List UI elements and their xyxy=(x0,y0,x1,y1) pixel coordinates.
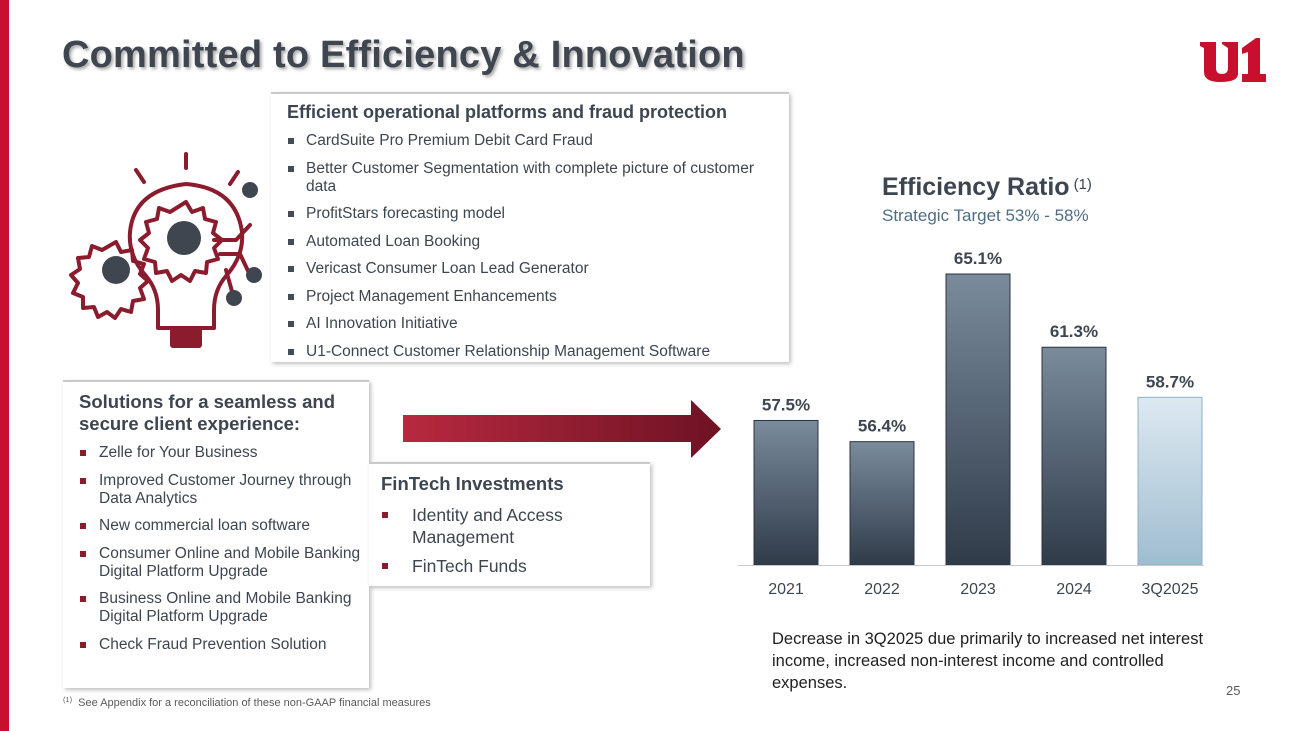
data-label: 65.1% xyxy=(954,249,1002,268)
list-item: Zelle for Your Business xyxy=(80,444,365,462)
chart-title-text: Efficiency Ratio xyxy=(882,173,1070,201)
list-item-text: AI Innovation Initiative xyxy=(306,315,458,332)
list-item: Better Customer Segmentation with comple… xyxy=(288,160,778,196)
bar xyxy=(1137,396,1203,566)
bar xyxy=(753,419,819,566)
bullet-icon xyxy=(288,321,294,327)
bullet-icon xyxy=(382,563,388,569)
list-item-text: Automated Loan Booking xyxy=(306,232,481,250)
data-label: 61.3% xyxy=(1050,322,1098,341)
chart-subtitle: Strategic Target 53% - 58% xyxy=(882,206,1089,225)
bullet-icon xyxy=(288,138,294,144)
list-item: Automated Loan Booking xyxy=(288,233,778,251)
fintech-card: FinTech Investments Identity and Access … xyxy=(369,462,650,586)
footnote-marker: (1) xyxy=(63,695,73,704)
data-label: 56.4% xyxy=(858,417,906,436)
bullet-icon xyxy=(288,348,294,355)
chart-note: Decrease in 3Q2025 due primarily to incr… xyxy=(772,630,1204,692)
bullet-icon xyxy=(288,165,294,172)
bullet-icon xyxy=(80,477,86,484)
bullet-icon xyxy=(80,596,86,602)
list-item: U1-Connect Customer Relationship Managem… xyxy=(288,343,778,361)
solutions-list: Zelle for Your Business Improved Custome… xyxy=(80,444,365,663)
list-item-text: Check Fraud Prevention Solution xyxy=(99,635,327,653)
bullet-icon xyxy=(288,238,294,245)
list-item-text: FinTech Funds xyxy=(412,556,527,576)
x-tick-label: 2024 xyxy=(1056,581,1092,598)
list-item-text: Vericast Consumer Loan Lead Generator xyxy=(306,260,589,277)
bullet-icon xyxy=(80,523,86,529)
data-label: 57.5% xyxy=(762,395,810,414)
list-item-text: Better Customer Segmentation with comple… xyxy=(306,159,754,195)
list-item-text: U1-Connect Customer Relationship Managem… xyxy=(306,342,711,360)
platforms-heading: Efficient operational platforms and frau… xyxy=(287,102,728,122)
arrow-right-icon xyxy=(403,400,721,458)
x-tick-label: 2021 xyxy=(768,581,804,598)
lightbulb-gears-icon xyxy=(69,152,262,348)
list-item: New commercial loan software xyxy=(80,517,365,535)
list-item-text: Identity and Access Management xyxy=(412,505,563,547)
chart-title: Efficiency Ratio (1) xyxy=(882,173,1092,202)
list-item: CardSuite Pro Premium Debit Card Fraud xyxy=(288,132,778,150)
list-item-text: New commercial loan software xyxy=(99,517,311,534)
data-label: 58.7% xyxy=(1146,372,1194,391)
footnote-text: See Appendix for a reconciliation of the… xyxy=(78,697,431,709)
bullet-icon xyxy=(288,211,294,217)
list-item-text: Business Online and Mobile Banking Digit… xyxy=(99,590,352,625)
list-item: Improved Customer Journey through Data A… xyxy=(80,472,365,508)
list-item-text: ProfitStars forecasting model xyxy=(306,205,506,222)
x-tick-label: 2023 xyxy=(960,581,996,598)
x-tick-label: 3Q2025 xyxy=(1142,581,1199,598)
bar xyxy=(945,273,1011,566)
platforms-card: Efficient operational platforms and frau… xyxy=(271,92,789,362)
brand-accent-bar xyxy=(0,0,9,731)
bullet-icon xyxy=(288,293,294,300)
list-item: Vericast Consumer Loan Lead Generator xyxy=(288,260,778,278)
page-number: 25 xyxy=(1226,683,1241,698)
list-item-text: Consumer Online and Mobile Banking Digit… xyxy=(99,544,361,580)
platforms-list: CardSuite Pro Premium Debit Card Fraud B… xyxy=(288,132,778,370)
list-item: Consumer Online and Mobile Banking Digit… xyxy=(80,545,365,581)
list-item-text: CardSuite Pro Premium Debit Card Fraud xyxy=(306,132,593,149)
bullet-icon xyxy=(288,266,294,272)
list-item-text: Zelle for Your Business xyxy=(99,444,258,461)
u1-logo xyxy=(1200,38,1266,82)
bullet-icon xyxy=(382,512,388,518)
list-item-text: Improved Customer Journey through Data A… xyxy=(99,471,352,507)
bullet-icon xyxy=(80,550,86,557)
list-item: Business Online and Mobile Banking Digit… xyxy=(80,590,365,626)
fintech-heading: FinTech Investments xyxy=(381,473,564,494)
efficiency-ratio-chart: 57.5% 2021 56.4% 2022 65.1% 2023 61.3% 2024 58.7… xyxy=(738,249,1204,598)
list-item-text: Project Management Enhancements xyxy=(306,287,557,305)
list-item: Check Fraud Prevention Solution xyxy=(80,636,365,654)
list-item: AI Innovation Initiative xyxy=(288,315,778,333)
bullet-icon xyxy=(80,450,86,456)
list-item: Project Management Enhancements xyxy=(288,288,778,306)
solutions-heading: Solutions for a seamless and secure clie… xyxy=(79,391,335,434)
bar xyxy=(849,441,915,566)
list-item: Identity and Access Management xyxy=(382,504,642,548)
list-item: ProfitStars forecasting model xyxy=(288,205,778,223)
chart-title-footnote: (1) xyxy=(1073,176,1092,193)
list-item: FinTech Funds xyxy=(382,555,642,577)
x-tick-label: 2022 xyxy=(864,581,900,598)
bar xyxy=(1041,346,1107,566)
footnote: (1) See Appendix for a reconciliation of … xyxy=(63,695,431,709)
page-title: Committed to Efficiency & Innovation xyxy=(62,34,745,76)
bullet-icon xyxy=(80,641,86,648)
solutions-card: Solutions for a seamless and secure clie… xyxy=(63,380,369,688)
fintech-list: Identity and Access Management FinTech F… xyxy=(382,504,642,584)
